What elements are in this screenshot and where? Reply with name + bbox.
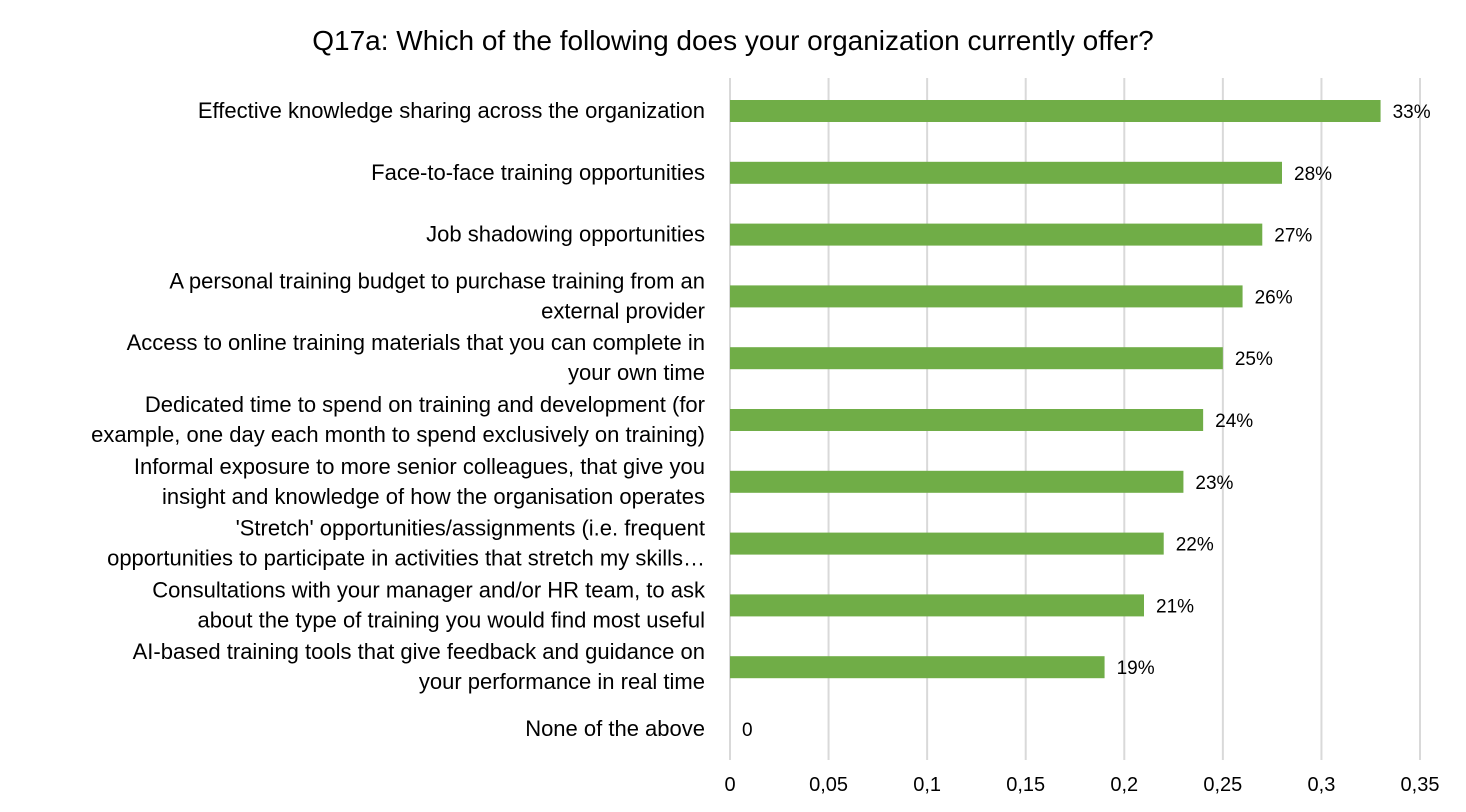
data-label: 27% [1274, 226, 1312, 247]
data-labels: 33% 28% 27% 26% 25% 24% 23% 22% 21% 19% 0 [742, 102, 1431, 741]
x-tick-label: 0,35 [1401, 774, 1440, 796]
category-label: Face-to-face training opportunities [371, 160, 705, 185]
category-label-line: Access to online training materials that… [127, 330, 705, 355]
category-label-line: 'Stretch' opportunities/assignments (i.e… [236, 516, 705, 541]
data-label: 26% [1255, 287, 1293, 308]
category-labels: Effective knowledge sharing across the o… [91, 98, 706, 741]
category-label-line: about the type of training you would fin… [197, 607, 705, 632]
data-label: 22% [1176, 535, 1214, 556]
x-tick-label: 0,1 [913, 774, 941, 796]
category-label: Job shadowing opportunities [426, 222, 705, 247]
category-label-line: external provider [541, 298, 705, 323]
category-label-line: None of the above [525, 716, 705, 741]
category-label-line: Dedicated time to spend on training and … [145, 392, 705, 417]
category-label: Informal exposure to more senior colleag… [134, 454, 705, 509]
x-tick-label: 0,25 [1203, 774, 1242, 796]
x-tick-label: 0 [724, 774, 735, 796]
category-label: AI-based training tools that give feedba… [133, 639, 705, 694]
bar [730, 532, 1164, 555]
x-tick-label: 0,15 [1006, 774, 1045, 796]
data-label: 28% [1294, 164, 1332, 185]
bar [730, 100, 1381, 122]
category-label-line: Job shadowing opportunities [426, 222, 705, 247]
data-label: 19% [1117, 658, 1155, 679]
x-tick-label: 0,2 [1110, 774, 1138, 796]
category-label: Dedicated time to spend on training and … [91, 392, 705, 447]
category-label: Effective knowledge sharing across the o… [198, 98, 705, 123]
bar [730, 594, 1144, 617]
bar [730, 409, 1204, 431]
x-tick-label: 0,3 [1308, 774, 1336, 796]
data-label: 0 [742, 720, 753, 741]
bar [730, 347, 1223, 370]
bar [730, 223, 1263, 246]
bar [730, 161, 1282, 184]
x-tick-label: 0,05 [809, 774, 848, 796]
category-label-line: insight and knowledge of how the organis… [162, 484, 705, 509]
chart-title: Q17a: Which of the following does your o… [312, 25, 1154, 56]
category-label-line: your own time [568, 360, 705, 385]
category-label: None of the above [525, 716, 705, 741]
bar [730, 656, 1105, 679]
bars [730, 100, 1381, 679]
bar [730, 285, 1243, 308]
category-label-line: Informal exposure to more senior colleag… [134, 454, 705, 479]
bar [730, 470, 1184, 493]
category-label-line: example, one day each month to spend exc… [91, 422, 705, 447]
category-label-line: Consultations with your manager and/or H… [152, 577, 706, 602]
category-label-line: opportunities to participate in activiti… [107, 546, 705, 571]
category-label-line: Face-to-face training opportunities [371, 160, 705, 185]
data-label: 21% [1156, 596, 1194, 617]
category-label: Consultations with your manager and/or H… [152, 577, 706, 632]
data-label: 23% [1195, 473, 1233, 494]
category-label: A personal training budget to purchase t… [169, 268, 705, 323]
data-label: 24% [1215, 411, 1253, 432]
category-label-line: AI-based training tools that give feedba… [133, 639, 705, 664]
data-label: 33% [1393, 102, 1431, 123]
category-label-line: Effective knowledge sharing across the o… [198, 98, 705, 123]
category-label: 'Stretch' opportunities/assignments (i.e… [107, 516, 705, 571]
data-label: 25% [1235, 349, 1273, 370]
category-label-line: A personal training budget to purchase t… [169, 268, 705, 293]
x-axis-ticks: 0 0,05 0,1 0,15 0,2 0,25 0,3 0,35 [724, 774, 1439, 796]
category-label-line: your performance in real time [419, 669, 705, 694]
category-label: Access to online training materials that… [127, 330, 705, 385]
